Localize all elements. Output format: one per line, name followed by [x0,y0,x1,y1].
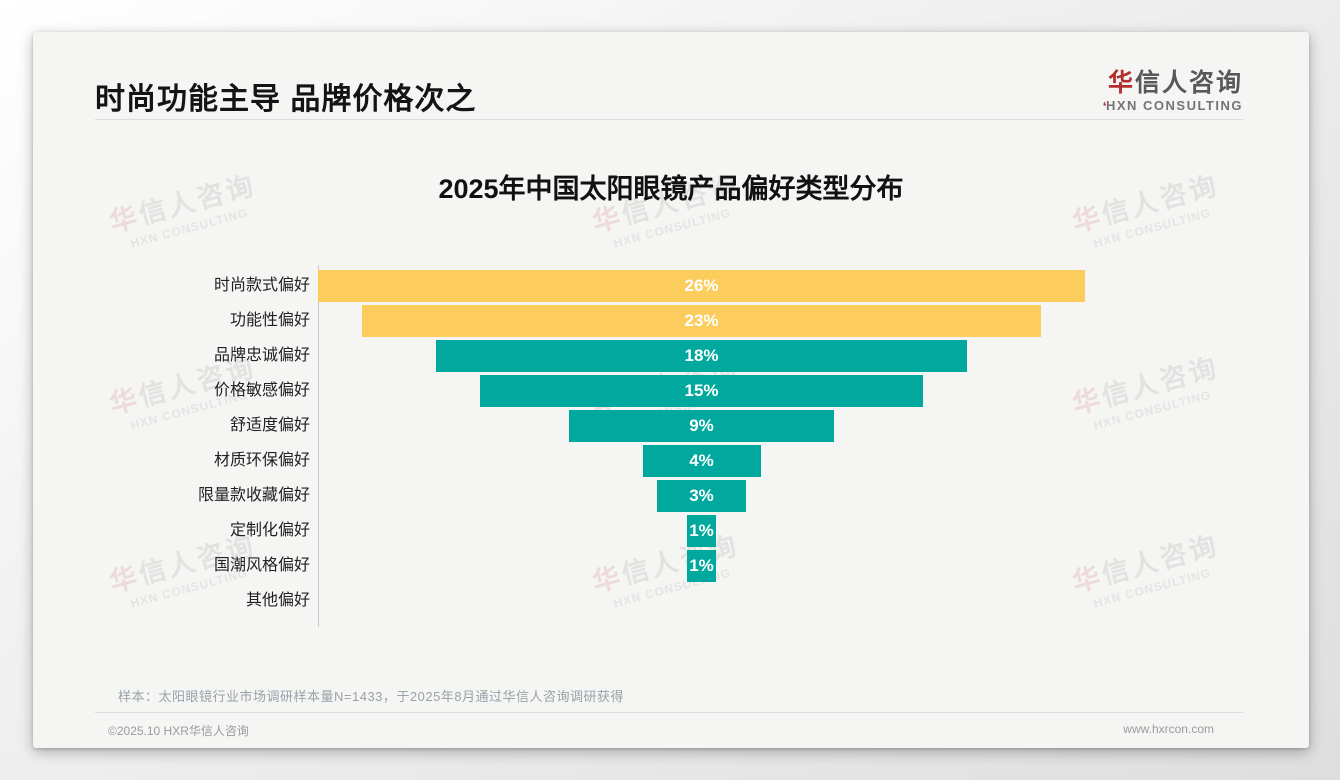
bar-value-label: 15% [684,381,719,400]
bar-value-label: 3% [689,486,714,505]
bar-value-label: 18% [684,346,719,365]
category-label: 国潮风格偏好 [213,557,310,574]
bar: 1% [686,515,717,547]
company-logo: 华信人咨询 ❛HXN CONSULTING [1102,69,1243,113]
bar: 23% [362,305,1041,337]
bar-value-label: 1% [689,556,714,575]
bar-value-label: 1% [689,521,714,540]
logo-red-tick-icon: ❛ [1102,100,1108,113]
chart-title: 2025年中国太阳眼镜产品偏好类型分布 [438,174,904,204]
category-label: 时尚款式偏好 [213,277,310,294]
bar: 3% [657,480,746,512]
header-divider [95,119,1243,120]
logo-en-text: ❛HXN CONSULTING [1102,97,1243,113]
bar: 18% [436,340,967,372]
bar: 1% [686,550,717,582]
logo-subtitle: HXN CONSULTING [1105,97,1243,113]
bar-value-label: 23% [684,311,719,330]
page-title: 时尚功能主导 品牌价格次之 [95,83,477,116]
category-label: 品牌忠诚偏好 [213,347,310,364]
logo-rest-chars: 信人咨询 [1134,69,1243,97]
bar: 4% [642,445,761,477]
footer-divider [95,712,1243,713]
category-label: 舒适度偏好 [229,417,310,434]
copyright-text: ©2025.10 HXR华信人咨询 [108,724,249,738]
website-text: www.hxrcon.com [1123,722,1214,736]
category-label: 定制化偏好 [229,522,310,539]
report-card: 华信人咨询 HXN CONSULTING 华信人咨询 HXN CONSULTING 华信… [33,32,1309,748]
bar-value-label: 9% [689,416,714,435]
logo-cn-text: 华信人咨询 [1103,69,1243,98]
y-axis-line [318,265,319,627]
bar: 26% [318,270,1085,302]
category-label: 功能性偏好 [229,312,310,329]
bar: 15% [480,375,923,407]
funnel-chart: 时尚款式偏好 26% 功能性偏好 23% 品牌忠诚偏好 18% 价格敏感偏好 15% 舒适度偏好… [33,265,1309,630]
category-label: 价格敏感偏好 [213,382,310,399]
category-label: 限量款收藏偏好 [197,487,310,504]
logo-accent-char: 华 [1107,69,1135,97]
sample-footnote: 样本：太阳眼镜行业市场调研样本量N=1433，于2025年8月通过华信人咨询调研… [118,689,625,704]
category-label: 其他偏好 [245,592,310,609]
bar: 9% [568,410,835,442]
bar-value-label: 4% [689,451,714,470]
category-label: 材质环保偏好 [213,452,310,469]
bar-value-label: 26% [684,276,719,295]
